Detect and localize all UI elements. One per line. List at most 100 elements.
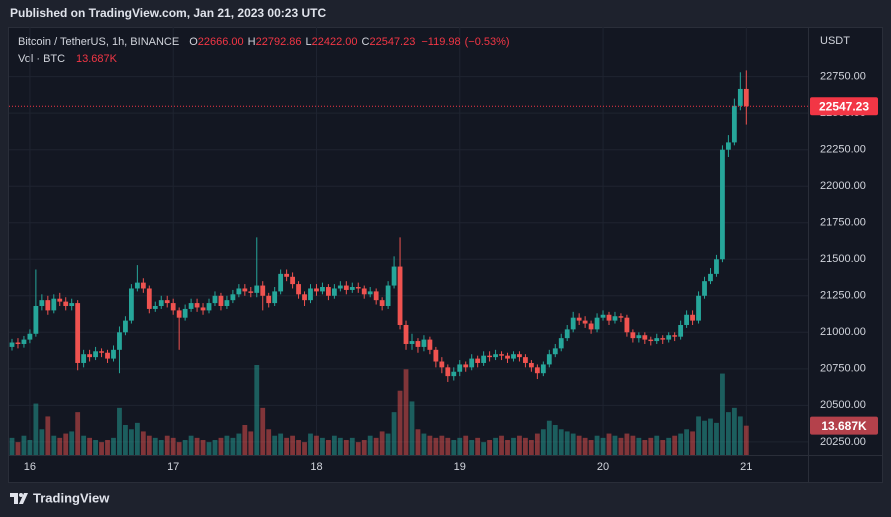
- candle-body: [320, 287, 325, 292]
- candle-body: [129, 288, 134, 321]
- legend-value: 22547.23: [369, 36, 415, 48]
- candle-body: [206, 303, 212, 311]
- volume-bar: [558, 429, 564, 455]
- candle-body: [666, 335, 672, 340]
- volume-bar: [134, 422, 140, 455]
- candle-body: [212, 295, 218, 304]
- volume-bar: [57, 437, 63, 455]
- x-tick-label: 19: [454, 461, 466, 473]
- volume-bar: [409, 401, 415, 455]
- candle-body: [481, 355, 487, 363]
- candle-body: [546, 354, 552, 365]
- volume-bar: [451, 440, 457, 455]
- candle-body: [331, 288, 337, 296]
- volume-bar: [230, 437, 236, 455]
- volume-bar: [457, 437, 463, 455]
- candle-body: [75, 303, 81, 363]
- volume-bar: [654, 435, 660, 455]
- candle-body: [230, 294, 236, 301]
- volume-bar: [373, 437, 379, 455]
- candle-body: [373, 291, 379, 301]
- candle-body: [600, 314, 606, 318]
- volume-bar: [648, 437, 654, 455]
- volume-bar: [290, 435, 295, 455]
- candle-body: [218, 295, 224, 307]
- candle-body: [45, 300, 51, 311]
- volume-bar: [117, 407, 122, 455]
- candle-body: [296, 284, 301, 295]
- volume-bar: [552, 425, 558, 455]
- volume-bar: [242, 425, 248, 455]
- candle-body: [361, 288, 367, 295]
- logo-icon: [10, 493, 28, 504]
- y-axis-label: USDT: [820, 35, 850, 47]
- volume-bar: [69, 431, 75, 455]
- candle-body: [69, 303, 75, 307]
- candle-body: [146, 288, 152, 309]
- volume-bar: [224, 435, 230, 455]
- candle-body: [63, 301, 69, 307]
- candle-body: [708, 273, 713, 282]
- candle-body: [254, 285, 260, 293]
- volume-bar: [176, 442, 182, 455]
- candle-body: [266, 295, 272, 304]
- volume-bar: [684, 429, 690, 455]
- volume-bar: [331, 435, 337, 455]
- volume-bar: [528, 440, 534, 455]
- volume-bar: [696, 416, 701, 455]
- volume-bar: [99, 442, 104, 455]
- candle-body: [624, 317, 630, 333]
- candle-body: [714, 259, 719, 274]
- candle-body: [737, 88, 743, 106]
- volume-bar: [391, 412, 397, 455]
- candle-body: [642, 335, 648, 340]
- volume-bar: [75, 412, 81, 455]
- candle-body: [731, 105, 737, 143]
- candle-body: [505, 355, 510, 359]
- candle-body: [170, 303, 176, 311]
- volume-bar: [367, 435, 373, 455]
- volume-bar: [81, 435, 87, 455]
- volume-bar: [731, 407, 737, 455]
- candle-body: [302, 294, 307, 301]
- footer-brand: TradingView: [33, 490, 110, 505]
- volume-bar: [660, 440, 666, 455]
- candle-body: [439, 361, 445, 368]
- volume-bar: [248, 431, 254, 455]
- volume-bar: [415, 429, 421, 455]
- x-tick-label: 20: [597, 461, 609, 473]
- legend-prefix: C: [362, 36, 370, 48]
- candle-body: [260, 285, 266, 296]
- candle-body: [224, 300, 230, 307]
- candle-body: [242, 288, 248, 292]
- volume-bar: [427, 435, 433, 455]
- candle-body: [570, 317, 576, 330]
- legend-value: 22422.00: [312, 36, 358, 48]
- volume-bar: [39, 429, 45, 455]
- volume-bar: [63, 433, 69, 455]
- volume-bar: [493, 437, 498, 455]
- candle-body: [648, 339, 654, 342]
- volume-bar: [439, 435, 445, 455]
- candle-body: [337, 285, 343, 289]
- volume-bar: [570, 433, 576, 455]
- candle-body: [188, 303, 194, 309]
- candle-body: [433, 349, 439, 362]
- volume-box: [810, 416, 878, 435]
- candle-body: [123, 320, 128, 333]
- candle-body: [493, 354, 498, 358]
- x-tick-label: 17: [167, 461, 179, 473]
- volume-bar: [200, 440, 206, 455]
- volume-bar: [355, 442, 361, 455]
- candle-body: [534, 367, 540, 374]
- legend-change-pct: (−0.53%): [465, 36, 510, 48]
- candle-body: [564, 329, 570, 339]
- legend-value: 22666.00: [198, 36, 244, 48]
- candle-body: [343, 285, 349, 290]
- candle-body: [582, 320, 588, 324]
- x-tick-label: 21: [740, 461, 752, 473]
- volume-bar: [678, 433, 684, 455]
- candle-body: [284, 273, 290, 277]
- volume-bar: [612, 435, 618, 455]
